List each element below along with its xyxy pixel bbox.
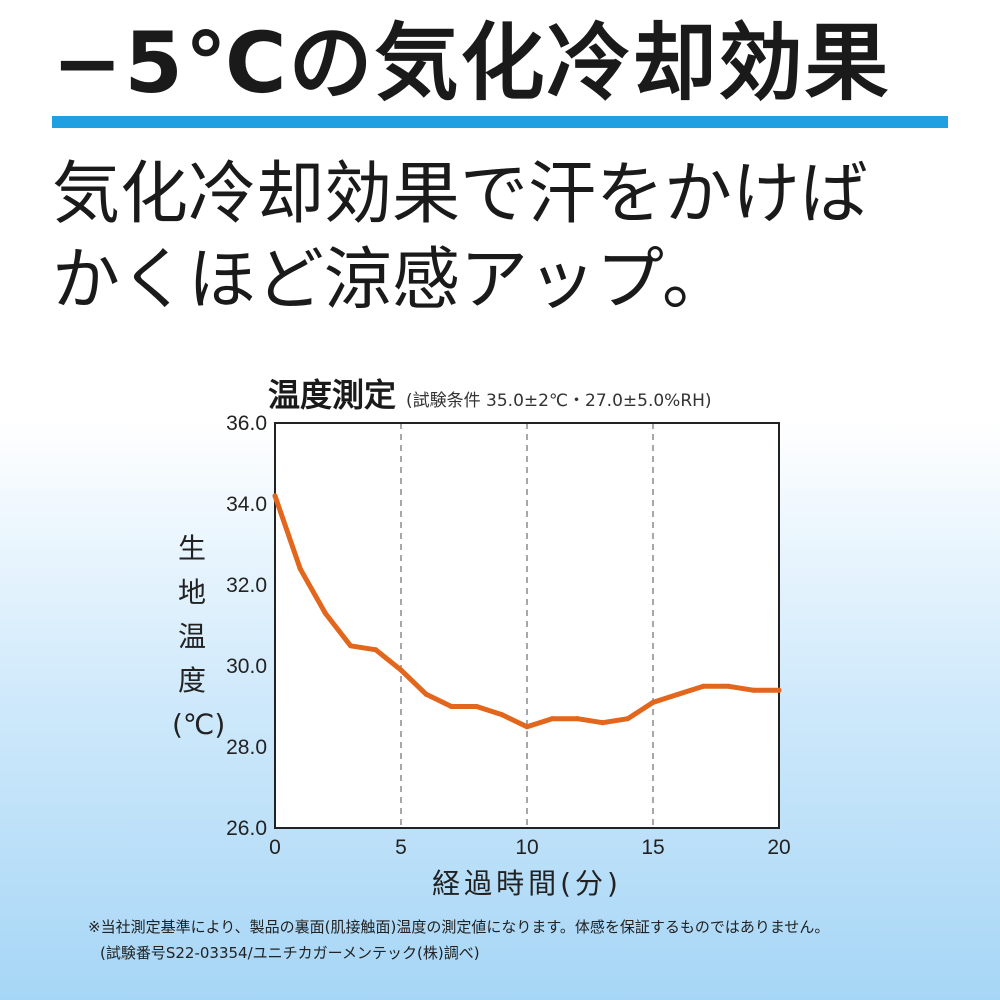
data-point bbox=[726, 683, 732, 689]
data-point bbox=[600, 720, 606, 726]
chart-title-block: 温度測定 (試験条件 35.0±2℃・27.0±5.0%RH) bbox=[268, 370, 712, 416]
subheadline: 気化冷却効果で汗をかけば かくほど涼感アップ。 bbox=[52, 155, 869, 320]
data-point bbox=[423, 691, 429, 697]
chart-title: 温度測定 bbox=[268, 376, 397, 414]
x-tick-label: 10 bbox=[515, 836, 538, 859]
data-point bbox=[272, 493, 278, 499]
accent-rule bbox=[52, 116, 948, 128]
y-tick-label: 26.0 bbox=[226, 817, 267, 840]
data-point bbox=[650, 699, 656, 705]
data-point bbox=[625, 716, 631, 722]
x-tick-label: 5 bbox=[395, 836, 407, 859]
footnote-line-1: ※当社測定基準により、製品の裏面(肌接触面)温度の測定値になります。体感を保証す… bbox=[88, 918, 830, 936]
y-tick-label: 30.0 bbox=[226, 655, 267, 678]
data-point bbox=[448, 704, 454, 709]
x-tick-label: 0 bbox=[269, 836, 281, 859]
y-axis-label: 生 地 温 度 (℃) bbox=[172, 527, 226, 747]
data-point bbox=[776, 687, 782, 693]
data-point bbox=[751, 687, 757, 693]
y-axis-label-char: 地 bbox=[177, 576, 206, 609]
data-point bbox=[700, 683, 706, 689]
x-axis-label: 経過時間(分) bbox=[432, 867, 622, 900]
y-tick-label: 28.0 bbox=[226, 736, 267, 759]
data-point bbox=[398, 667, 404, 673]
data-point bbox=[675, 691, 681, 697]
plot-frame bbox=[274, 422, 780, 829]
footnote-line-2: (試験番号S22-03354/ユニチカガーメンテック(株)調べ) bbox=[100, 944, 480, 962]
y-tick-label: 36.0 bbox=[226, 412, 267, 435]
y-tick-label: 34.0 bbox=[226, 493, 267, 516]
y-axis-label-char: 生 bbox=[177, 532, 206, 565]
y-axis-label-char: 温 bbox=[177, 620, 206, 653]
y-axis-label-char: (℃) bbox=[172, 708, 226, 741]
headline: −5℃の気化冷却効果 bbox=[52, 14, 891, 112]
data-point bbox=[348, 643, 354, 649]
chart-subtitle: (試験条件 35.0±2℃・27.0±5.0%RH) bbox=[406, 391, 712, 411]
data-point bbox=[322, 610, 328, 616]
data-point bbox=[524, 724, 530, 730]
data-point bbox=[474, 704, 480, 709]
data-point bbox=[297, 566, 303, 572]
y-axis-label-char: 度 bbox=[177, 664, 206, 697]
x-tick-label: 20 bbox=[767, 836, 790, 859]
y-tick-label: 32.0 bbox=[226, 574, 267, 597]
data-point bbox=[499, 712, 505, 718]
data-point bbox=[373, 647, 379, 653]
data-point bbox=[574, 716, 580, 722]
data-point bbox=[549, 716, 555, 722]
x-tick-label: 15 bbox=[641, 836, 664, 859]
